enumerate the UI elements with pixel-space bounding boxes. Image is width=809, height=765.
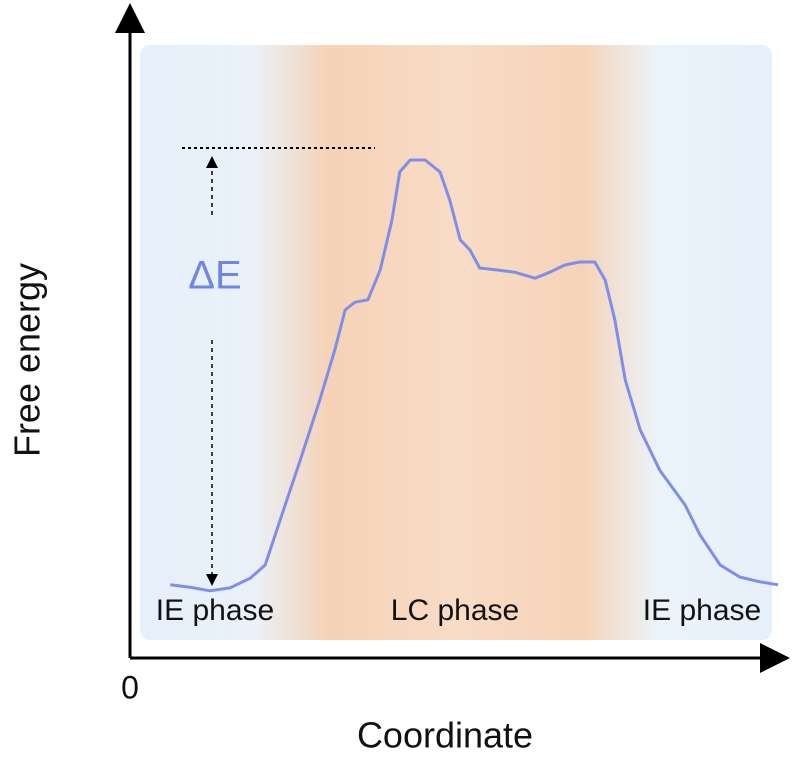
x-axis-label: Coordinate — [357, 715, 533, 756]
x-tick-label: 0 — [121, 669, 139, 705]
region-label: IE phase — [643, 594, 761, 627]
y-axis-label: Free energy — [7, 263, 48, 457]
phase-background — [140, 45, 772, 640]
region-label: IE phase — [156, 594, 274, 627]
delta-e-label: ΔE — [188, 254, 241, 298]
region-label: LC phase — [391, 594, 519, 627]
energy-curve — [170, 158, 779, 593]
